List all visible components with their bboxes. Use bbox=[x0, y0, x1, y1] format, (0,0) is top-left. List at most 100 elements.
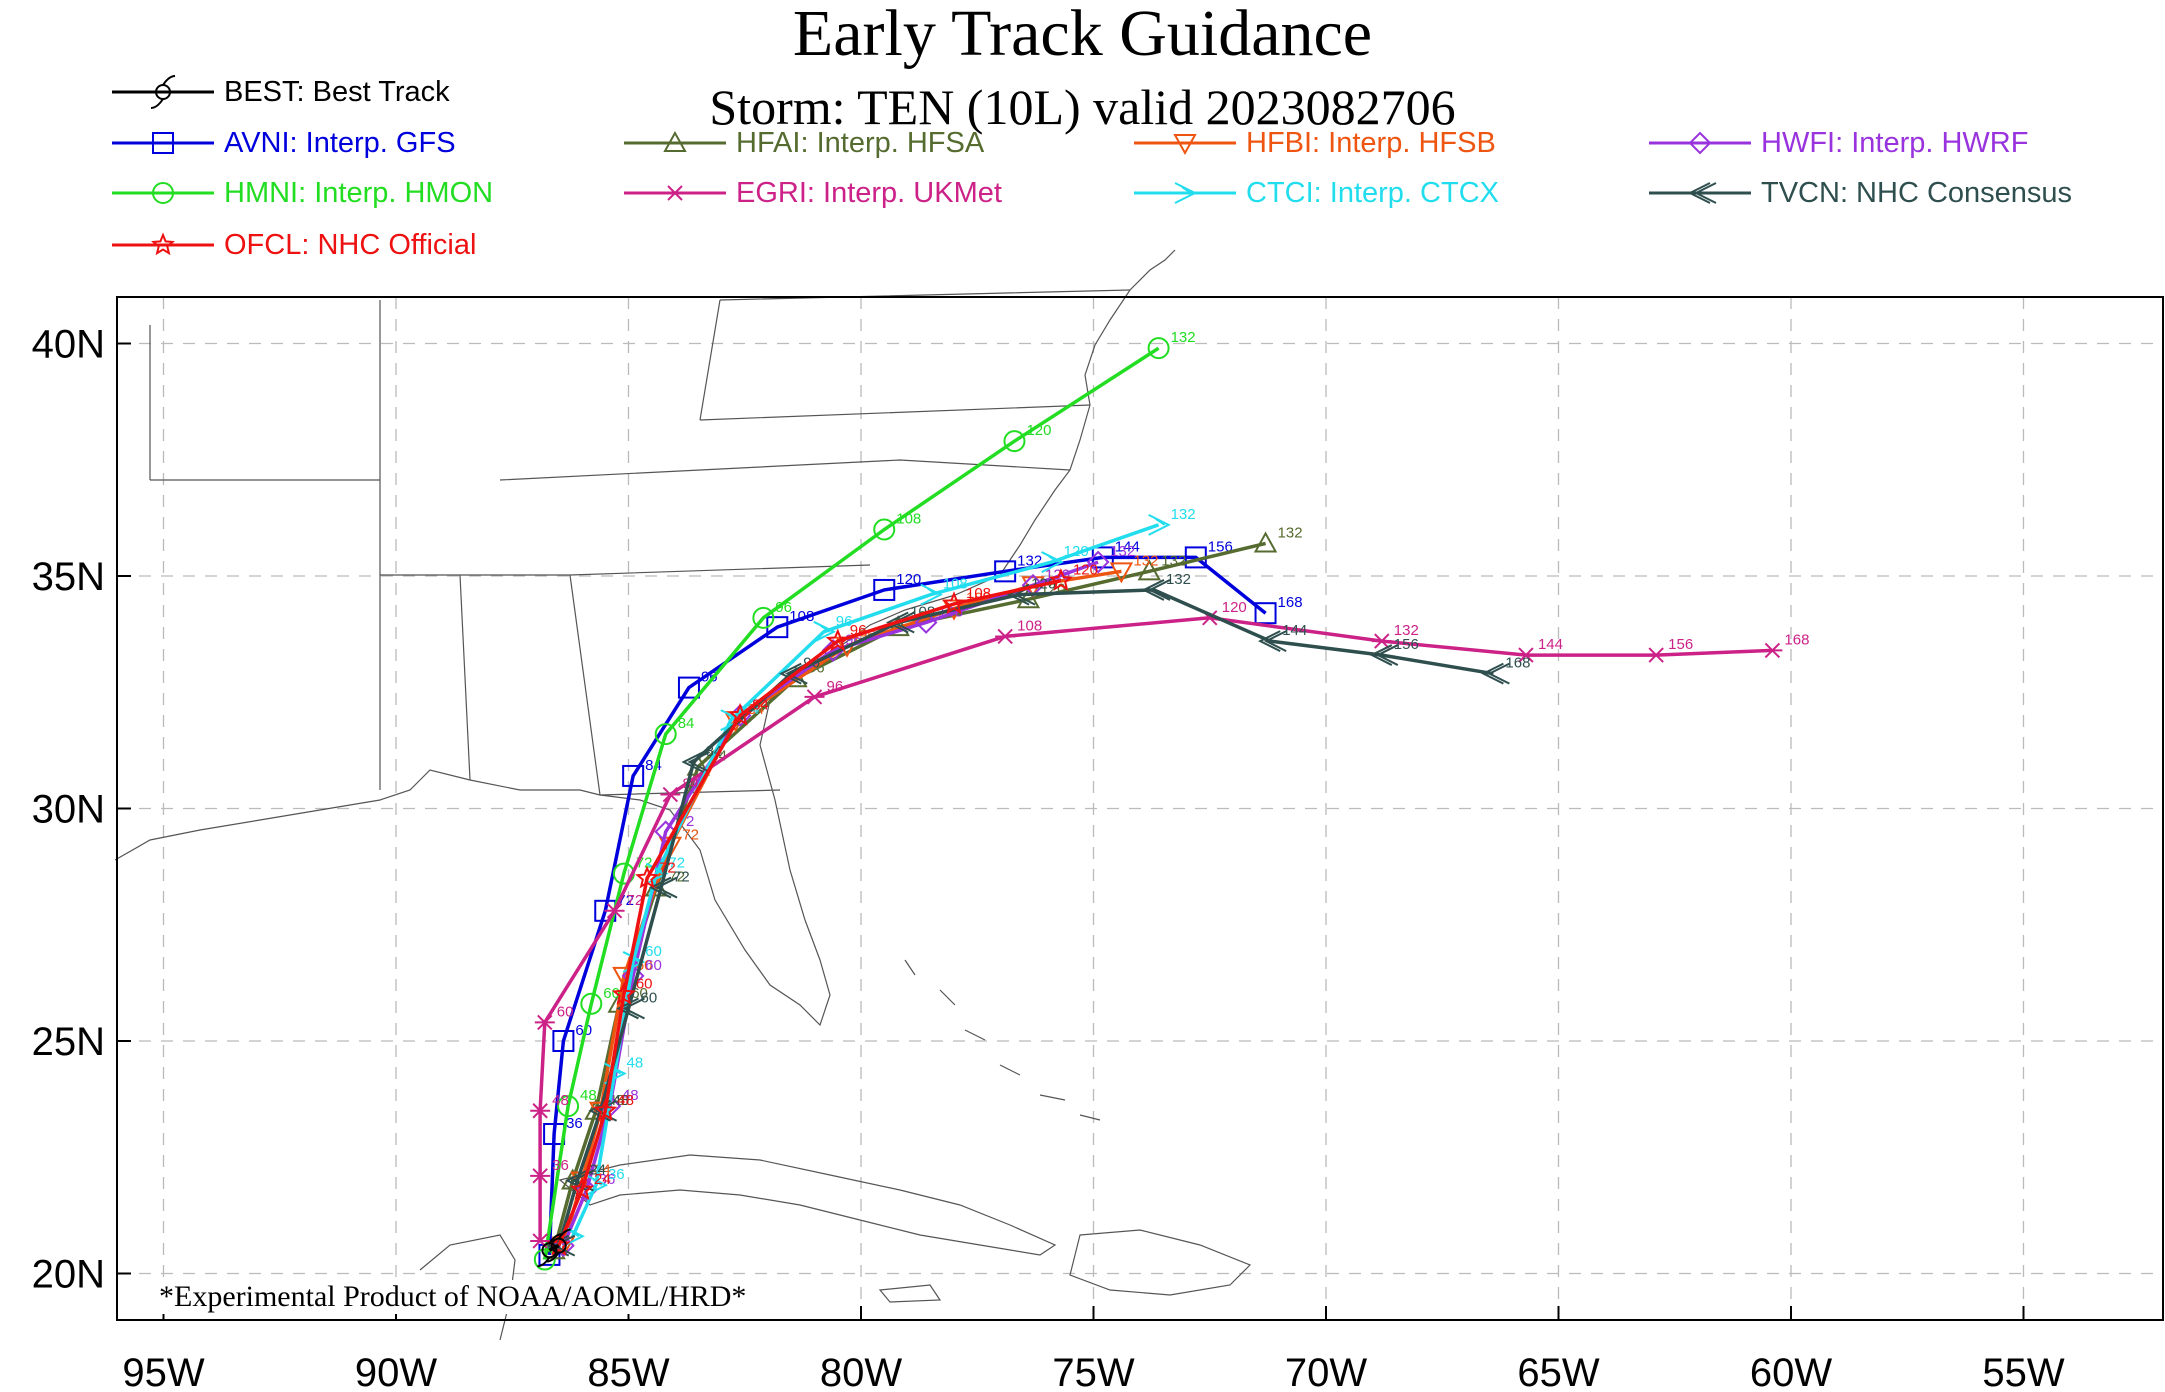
track-point-best bbox=[546, 1228, 571, 1263]
lat-tick-label: 30N bbox=[32, 788, 105, 832]
double-arrow-icon bbox=[1649, 182, 1751, 204]
track-point-tvcn bbox=[1481, 662, 1510, 685]
forecast-hour-label: 84 bbox=[752, 697, 769, 714]
track-point-hmni bbox=[1003, 430, 1026, 453]
footnote: *Experimental Product of NOAA/AOML/HRD* bbox=[155, 1280, 751, 1314]
triangle-down-icon bbox=[1134, 134, 1236, 156]
legend-marker bbox=[665, 185, 685, 201]
circle-icon bbox=[112, 182, 214, 204]
legend-marker bbox=[150, 75, 176, 109]
forecast-hour-label: 132 bbox=[1133, 552, 1158, 569]
forecast-hour-label: 120 bbox=[1222, 599, 1247, 616]
forecast-hour-label: 60 bbox=[645, 943, 662, 960]
forecast-hour-label: 96 bbox=[850, 622, 867, 639]
lat-tick-label: 40N bbox=[32, 323, 105, 367]
hurricane-icon bbox=[112, 75, 214, 109]
diamond-icon bbox=[1649, 131, 1751, 155]
forecast-hour-label: 108 bbox=[966, 585, 991, 602]
legend-entry-avni: AVNI: Interp. GFS bbox=[108, 121, 456, 165]
track-point-tvcn bbox=[1141, 579, 1171, 601]
track-point-avni bbox=[622, 764, 645, 787]
track-point-hmni bbox=[654, 723, 677, 746]
grid-lines bbox=[117, 297, 2163, 1320]
lon-tick-label: 90W bbox=[355, 1351, 437, 1392]
track-point-tvcn bbox=[779, 662, 808, 685]
track-point-ofcl bbox=[570, 1177, 594, 1201]
forecast-hour-label: 132 bbox=[1161, 552, 1186, 569]
lon-tick-label: 70W bbox=[1285, 1351, 1367, 1392]
legend-entry-hfbi: HFBI: Interp. HFSB bbox=[1130, 121, 1496, 165]
forecast-hour-label: 96 bbox=[827, 678, 844, 695]
track-point-egri bbox=[530, 1168, 551, 1184]
axes: 95W 90W 85W 80W 75W 70W 65W 60W 55W 40N 35N 30N 25N 2… bbox=[32, 296, 2164, 1392]
forecast-hour-label: 108 bbox=[896, 511, 921, 528]
forecast-hour-label: 132 bbox=[1110, 543, 1135, 560]
legend-label: BEST: Best Track bbox=[224, 75, 450, 108]
track-point-egri bbox=[604, 903, 625, 919]
forecast-hour-label: 108 bbox=[943, 576, 968, 593]
legend-marker bbox=[152, 182, 174, 204]
legend-marker bbox=[1688, 131, 1712, 155]
legend-marker bbox=[1687, 182, 1717, 204]
track-point-hmni bbox=[557, 1095, 580, 1118]
legend-entry-egri: EGRI: Interp. UKMet bbox=[620, 171, 1002, 215]
lat-tick-label: 35N bbox=[32, 555, 105, 599]
track-point-egri bbox=[1371, 633, 1392, 649]
track-point-ctci bbox=[585, 1174, 609, 1197]
track-point-egri bbox=[995, 628, 1016, 645]
track-point-avni bbox=[677, 676, 700, 699]
lon-tick-label: 85W bbox=[587, 1351, 669, 1392]
legend-entry-ofcl: OFCL: NHC Official bbox=[108, 223, 476, 267]
forecast-hour-label: 48 bbox=[580, 1087, 597, 1104]
forecast-hour-label: 48 bbox=[552, 1092, 569, 1109]
legend-label: OFCL: NHC Official bbox=[224, 228, 477, 261]
legend-entry-hmni: HMNI: Interp. HMON bbox=[108, 171, 493, 215]
chart-subtitle: Storm: TEN (10L) valid 2023082706 bbox=[709, 79, 1456, 135]
forecast-hour-label: 60 bbox=[636, 976, 653, 993]
track-point-hwfi bbox=[1086, 550, 1110, 574]
legend-label: HFBI: Interp. HFSB bbox=[1246, 126, 1496, 159]
track-point-hfai bbox=[1137, 559, 1161, 581]
forecast-hour-label: 72 bbox=[659, 859, 676, 876]
forecast-hour-label: 72 bbox=[673, 869, 690, 886]
forecast-hour-label: 156 bbox=[1394, 636, 1419, 653]
track-point-ofcl bbox=[942, 591, 966, 615]
track-point-ctci bbox=[920, 583, 943, 606]
chart-title: Early Track Guidance bbox=[792, 0, 1373, 70]
forecast-hour-label: 132 bbox=[1166, 571, 1191, 588]
legend-label: TVCN: NHC Consensus bbox=[1761, 176, 2073, 209]
legend-marker bbox=[1174, 182, 1198, 204]
track-point-egri bbox=[660, 786, 681, 803]
lon-tick-label: 65W bbox=[1517, 1351, 1599, 1392]
forecast-hour-label: 36 bbox=[566, 1115, 583, 1132]
lat-tick-label: 20N bbox=[32, 1253, 105, 1297]
track-point-ofcl bbox=[611, 981, 636, 1005]
track-point-tvcn bbox=[616, 997, 645, 1020]
track-ctci: 36 48 60 72 84 96 108 120 132 bbox=[562, 506, 1196, 1248]
track-point-egri bbox=[1646, 647, 1667, 663]
track-point-hmni bbox=[752, 606, 775, 629]
track-point-ofcl bbox=[635, 865, 660, 889]
track-best bbox=[537, 1228, 571, 1268]
hurricane-symbol-arms bbox=[537, 1233, 562, 1268]
track-point-ofcl bbox=[728, 702, 753, 726]
track-point-hmni bbox=[1147, 337, 1170, 360]
track-point-avni bbox=[1254, 602, 1277, 625]
legend-label: HWFI: Interp. HWRF bbox=[1761, 126, 2029, 159]
forecast-hour-label: 120 bbox=[1073, 562, 1098, 579]
track-hmni: 48 60 72 84 96 108 120 132 bbox=[533, 329, 1196, 1271]
forecast-hour-label: 156 bbox=[1668, 636, 1693, 653]
track-point-egri bbox=[534, 1014, 555, 1031]
legend-label: HFAI: Interp. HFSA bbox=[736, 126, 985, 159]
track-point-egri bbox=[1515, 647, 1536, 663]
forecast-hour-label: 144 bbox=[1115, 538, 1140, 555]
track-point-ofcl bbox=[825, 628, 850, 652]
lon-tick-label: 60W bbox=[1750, 1351, 1832, 1392]
forecast-hour-label: 72 bbox=[627, 892, 644, 909]
track-point-avni bbox=[873, 578, 896, 601]
legend-entry-ctci: CTCI: Interp. CTCX bbox=[1130, 171, 1499, 215]
forecast-hour-label: 36 bbox=[552, 1157, 569, 1174]
